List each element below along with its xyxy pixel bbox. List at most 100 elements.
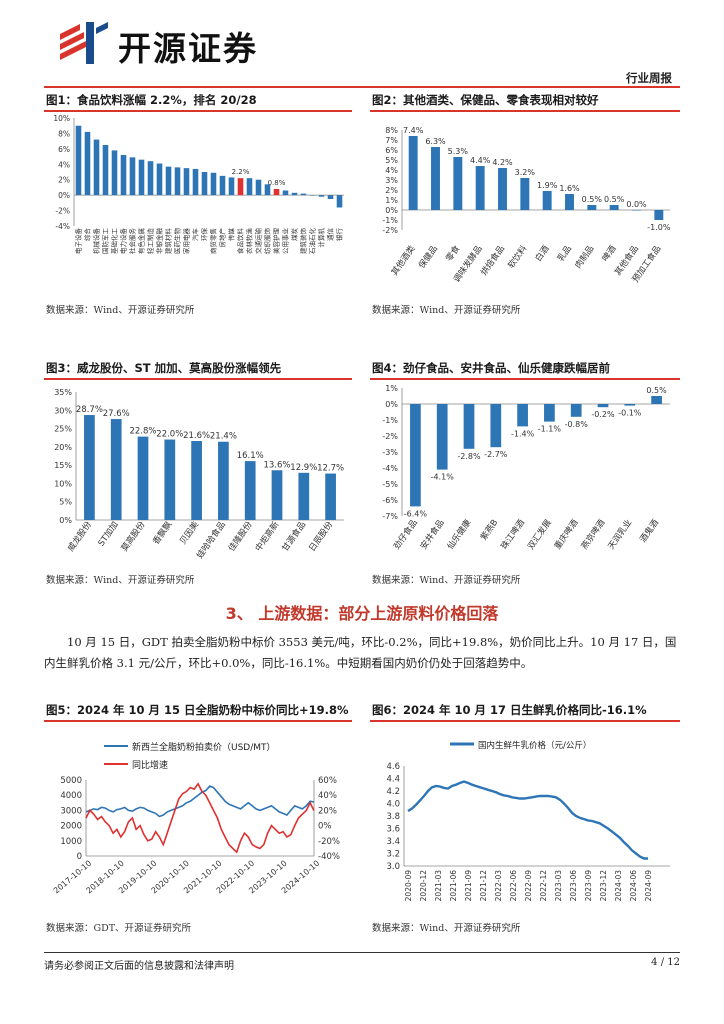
y-tick-label: 8% xyxy=(385,126,398,135)
left-tick-label: 0 xyxy=(77,852,82,862)
data-label-6: -0.8% xyxy=(565,420,589,429)
y-tick-label: 4% xyxy=(58,160,70,169)
y-tick-label: 0% xyxy=(385,400,398,409)
fig3-chart: 35% 30% 25% 20% 15% 10% 5% 0% 28.7% 威龙股份 27.6% ST加加… xyxy=(44,382,352,566)
legend-label-0: 国内生鲜牛乳价格（元/公斤） xyxy=(478,740,591,751)
category-label-20: 交通运输 xyxy=(254,228,263,255)
legend-label-1: 同比增速 xyxy=(132,759,168,771)
bar-9 xyxy=(325,473,336,520)
category-label-3: 香飘飘 xyxy=(151,519,175,547)
brand-logo xyxy=(58,20,110,66)
series-line-0 xyxy=(85,785,315,818)
bar-3 xyxy=(102,145,109,196)
y-tick-label: 0% xyxy=(59,516,72,525)
bar-10 xyxy=(165,166,172,196)
fig5-chart-svg: 新西兰全脂奶粉拍卖价（USD/MT） 同比增速 5000 4000 3000 2000 10… xyxy=(52,741,340,895)
bar-14 xyxy=(201,172,208,196)
bar-4 xyxy=(111,150,118,196)
category-label-9: 啤酒 xyxy=(600,243,619,264)
bar-23 xyxy=(282,190,289,196)
category-label-15: 商贸零售 xyxy=(209,228,218,254)
category-label-29: 银行 xyxy=(335,228,344,242)
x-tick-label-15: 2024-06 xyxy=(629,870,638,902)
category-label-9: 日辰股份 xyxy=(307,519,336,554)
fig6-chart: 国内生鲜牛乳价格（元/公斤） 4.6 4.4 4.2 4.0 3.8 3.6 3.4 3.2 3.… xyxy=(370,724,680,910)
y-tick-label: 25% xyxy=(54,425,72,434)
data-label-2: 22.8% xyxy=(129,427,156,437)
bar-0 xyxy=(408,136,418,210)
category-label-6: 白酒 xyxy=(533,243,552,264)
right-tick-label: 0% xyxy=(318,822,332,832)
bar-4 xyxy=(191,441,202,520)
bar-6 xyxy=(570,404,582,417)
fig5-chart: 新西兰全脂奶粉拍卖价（USD/MT） 同比增速 5000 4000 3000 2000 10… xyxy=(44,724,352,910)
bar-9 xyxy=(651,396,662,404)
y-tick-label: -2% xyxy=(382,226,398,235)
category-label-7: 中炬高新 xyxy=(253,519,282,554)
fig6-source: 数据来源：Wind、开源证券研究所 xyxy=(372,923,521,934)
right-tick-label: 60% xyxy=(318,776,337,786)
category-label-0: 电子设备 xyxy=(74,228,83,255)
category-label-2: 莫高股份 xyxy=(119,519,148,554)
category-label-6: 重庆啤酒 xyxy=(552,517,581,552)
category-label-2: 仙乐健康 xyxy=(445,517,474,552)
bar-25 xyxy=(300,193,307,196)
data-label-4: 21.6% xyxy=(183,431,210,441)
fig2-source: 数据来源：Wind、开源证券研究所 xyxy=(372,305,521,316)
x-tick-label-1: 2020-12 xyxy=(419,870,428,902)
left-tick-label: 2000 xyxy=(60,822,82,832)
y-tick-label: -1% xyxy=(382,216,398,225)
legend-label-0: 新西兰全脂奶粉拍卖价（USD/MT） xyxy=(132,741,276,753)
footer-disclaimer: 请务必参阅正文后面的信息披露和法律声明 xyxy=(44,961,234,972)
y-tick-label: 10% xyxy=(54,479,72,488)
x-tick-label-16: 2024-09 xyxy=(644,870,653,902)
x-tick-label-2: 2021-03 xyxy=(434,870,443,902)
fig1-title: 图1：食品饮料涨幅 2.2%，排名 20/28 xyxy=(46,93,257,107)
category-label-2: 机械设备 xyxy=(92,228,101,255)
bar-7 xyxy=(138,159,145,196)
data-label-7: 1.6% xyxy=(559,184,580,193)
category-label-6: 社会服务 xyxy=(128,228,137,255)
bar-5 xyxy=(520,178,530,210)
y-tick-label: 4.2 xyxy=(386,787,400,797)
fig3-title: 图3：威龙股份、ST 加加、莫高股份涨幅领先 xyxy=(46,361,282,375)
data-label-7: 13.6% xyxy=(263,460,290,470)
bar-1 xyxy=(84,131,91,196)
category-label-8: 天润乳业 xyxy=(606,517,635,551)
highlight-label-18: 2.2% xyxy=(232,168,250,176)
right-tick-label: 40% xyxy=(318,791,337,801)
left-tick-label: 4000 xyxy=(60,791,82,801)
bar-6 xyxy=(542,191,552,210)
y-tick-label: -6% xyxy=(382,496,398,505)
bar-1 xyxy=(436,404,448,470)
y-tick-label: 2% xyxy=(58,176,70,185)
bar-20 xyxy=(255,179,262,196)
x-tick-label-6: 2022-03 xyxy=(494,870,503,902)
y-tick-label: 30% xyxy=(54,406,72,415)
right-tick-label: 20% xyxy=(318,806,337,816)
fig5-rule xyxy=(44,720,352,722)
data-label-9: 0.5% xyxy=(646,386,667,395)
bar-8 xyxy=(624,404,636,406)
fig4-title: 图4：劲仔食品、安井食品、仙乐健康跌幅居前 xyxy=(372,361,610,375)
bar-3 xyxy=(475,166,485,210)
data-label-6: 1.9% xyxy=(537,181,558,190)
category-label-25: 建筑装饰 xyxy=(299,228,308,255)
y-tick-label: -4% xyxy=(55,222,70,231)
category-label-11: 医药生物 xyxy=(173,228,182,255)
category-label-8: 轻工制造 xyxy=(146,228,155,255)
fig1-source: 数据来源：Wind、开源证券研究所 xyxy=(46,305,195,316)
bar-7 xyxy=(565,194,574,210)
x-tick-label-10: 2023-03 xyxy=(554,870,563,902)
fig3-source: 数据来源：Wind、开源证券研究所 xyxy=(46,575,195,586)
bar-29 xyxy=(336,195,343,208)
x-tick-label-3: 2021-06 xyxy=(449,870,458,902)
data-label-2: 5.3% xyxy=(448,147,469,156)
right-tick-label: -20% xyxy=(318,837,340,847)
data-label-3: -2.7% xyxy=(484,450,508,459)
y-tick-label: 6% xyxy=(385,146,398,155)
category-label-22: 美容护理 xyxy=(272,228,281,255)
category-label-1: 安井食品 xyxy=(418,517,447,551)
fig4-chart: 1% 0% -1% -2% -3% -4% -5% -6% -7% -6.4% 劲仔食品 -4.1% 安… xyxy=(370,382,680,566)
bar-28 xyxy=(327,195,334,199)
